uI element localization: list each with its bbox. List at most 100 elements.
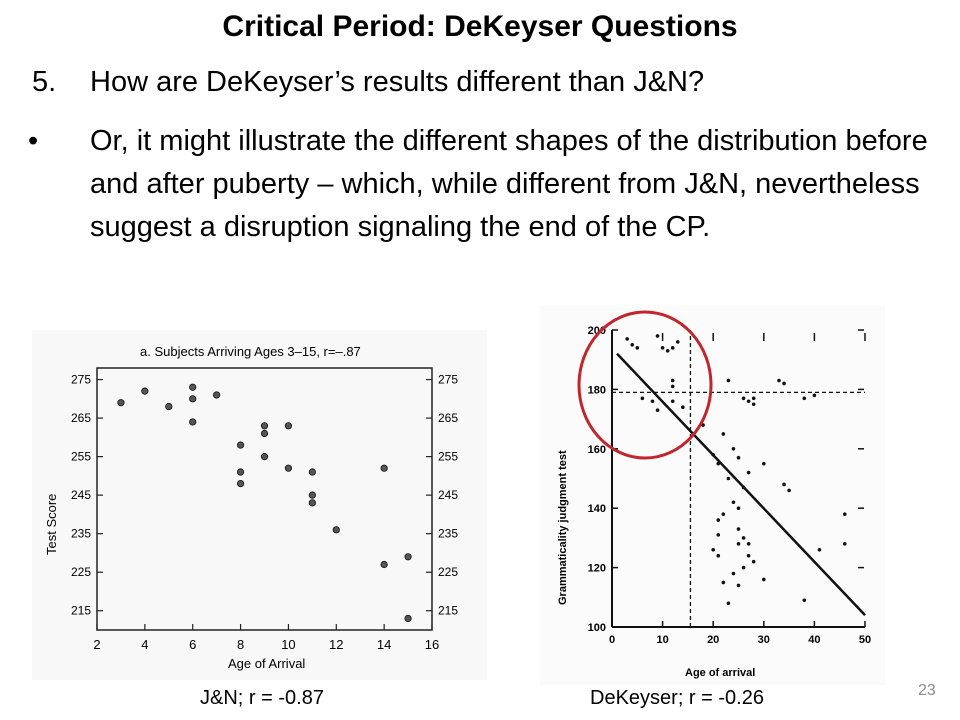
- caption-dekeyser: DeKeyser; r = -0.26: [590, 687, 764, 709]
- chart-a-point: [236, 441, 245, 449]
- chart-a-y-tick-label: 265: [71, 411, 91, 425]
- chart-b-point: [675, 340, 680, 344]
- chart-a-point: [404, 553, 412, 561]
- chart-a-point: [404, 614, 412, 623]
- chart-b-point: [817, 547, 822, 552]
- chart-b-point: [726, 601, 731, 606]
- chart-a-point: [308, 468, 316, 476]
- chart-a-point: [236, 479, 245, 488]
- chart-a-y-tick-label: 275: [71, 373, 91, 387]
- chart-b-point: [665, 348, 670, 353]
- chart-b-regression-line: [616, 352, 866, 616]
- chart-a-x-tick-label: 6: [189, 637, 196, 652]
- chart-b-x-tick-label: 0: [609, 634, 615, 646]
- chart-b-point: [640, 396, 645, 401]
- chart-b-point: [736, 542, 741, 546]
- chart-b-point: [716, 518, 721, 522]
- highlight-circle: [577, 310, 713, 460]
- chart-a-point: [308, 499, 316, 507]
- chart-b-point: [655, 408, 660, 412]
- chart-b-point: [670, 399, 675, 404]
- chart-a-point: [117, 399, 125, 407]
- question-number: 5.: [32, 66, 57, 98]
- chart-b-point: [716, 533, 721, 537]
- chart-a-y-tick-label-right: 245: [438, 488, 458, 502]
- slide-title: Critical Period: DeKeyser Questions: [222, 10, 738, 43]
- chart-a-x-tick-label: 12: [329, 637, 343, 652]
- chart-b-point: [625, 337, 629, 341]
- chart-b-point: [746, 553, 751, 558]
- chart-a-point: [260, 429, 269, 438]
- chart-a-x-tick-label: 16: [425, 637, 439, 652]
- chart-a-x-tick-label: 2: [93, 637, 100, 652]
- chart-b-point: [731, 571, 736, 576]
- chart-b-point: [726, 378, 731, 383]
- chart-b-point: [777, 378, 781, 383]
- chart-a-y-tick-label: 245: [71, 488, 91, 502]
- chart-b-point: [670, 346, 675, 350]
- chart-a-point: [165, 402, 173, 411]
- chart-b-point: [721, 512, 726, 516]
- chart-b-point: [721, 432, 726, 436]
- chart-a-point: [260, 453, 269, 461]
- chart-a-y-tick-label: 225: [71, 565, 91, 579]
- chart-b-point: [751, 396, 756, 401]
- chart-a-point: [236, 468, 245, 476]
- question-line: 5. How are DeKeyser’s results different t…: [32, 62, 932, 102]
- chart-b-point: [802, 598, 807, 603]
- chart-b-point: [731, 447, 736, 451]
- chart-b-point: [635, 346, 640, 350]
- chart-a-y-tick-label: 215: [71, 604, 91, 618]
- chart-b-point: [630, 343, 635, 347]
- chart-b-point: [741, 485, 746, 490]
- chart-a-y-tick-label-right: 225: [438, 565, 458, 579]
- chart-a-point: [260, 422, 269, 430]
- chart-a-y-tick-label-right: 265: [438, 411, 458, 425]
- chart-b-point: [681, 405, 685, 410]
- chart-a-point: [189, 418, 197, 426]
- chart-a-y-tick-label-right: 215: [438, 604, 458, 618]
- chart-a-point: [284, 464, 293, 472]
- chart-b-point: [812, 393, 817, 398]
- chart-b-point: [746, 470, 751, 475]
- chart-b-point: [670, 378, 675, 383]
- chart-b-point: [660, 346, 665, 350]
- chart-b-x-tick-label: 40: [808, 634, 820, 646]
- chart-a-y-tick-label-right: 235: [438, 527, 458, 541]
- chart-b-point: [787, 488, 791, 493]
- page-number: 23: [918, 682, 936, 699]
- chart-b-x-tick-label: 10: [656, 634, 668, 646]
- chart-a-point: [189, 383, 197, 391]
- chart-a-background: [32, 330, 487, 680]
- chart-b-point: [736, 506, 741, 510]
- chart-b-point: [736, 455, 741, 460]
- chart-b-point: [731, 500, 736, 505]
- chart-a-point: [189, 395, 197, 403]
- chart-b-point: [751, 559, 756, 564]
- chart-a-plot-frame: [96, 367, 433, 631]
- bullet-text: Or, it might illustrate the different sh…: [90, 125, 928, 243]
- chart-b-y-tick-label: 100: [588, 622, 606, 634]
- chart-b-point: [726, 476, 731, 481]
- chart-a-y-tick-label: 255: [71, 450, 91, 464]
- chart-b-point: [842, 512, 847, 516]
- chart-b-point: [746, 399, 751, 404]
- caption-jn: J&N; r = -0.87: [200, 687, 324, 709]
- jn-scatter-chart: a. Subjects Arriving Ages 3–15, r=–.87 A…: [32, 330, 487, 680]
- chart-b-point: [721, 580, 726, 585]
- chart-b-point: [716, 461, 721, 466]
- chart-a-y-tick-label-right: 275: [438, 373, 458, 387]
- bullet-marker: •: [28, 125, 39, 157]
- chart-b-point: [842, 542, 847, 546]
- chart-b-point: [746, 542, 751, 546]
- chart-b-point: [736, 583, 741, 588]
- chart-a-y-tick-label: 235: [71, 527, 91, 541]
- chart-b-point: [650, 399, 655, 404]
- chart-b-point: [802, 396, 807, 401]
- chart-b-point: [762, 461, 766, 466]
- chart-b-point: [741, 536, 746, 540]
- chart-a-y-tick-label-right: 255: [438, 450, 458, 464]
- chart-a-x-tick-label: 4: [141, 637, 148, 652]
- chart-b-point: [741, 396, 746, 401]
- chart-a-title: a. Subjects Arriving Ages 3–15, r=–.87: [140, 344, 361, 359]
